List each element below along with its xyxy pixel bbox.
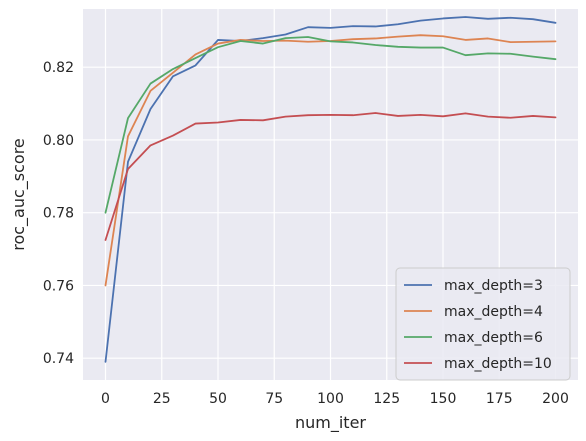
legend-frame bbox=[395, 267, 571, 381]
x-tick-label: 0 bbox=[101, 391, 110, 407]
x-tick-label: 25 bbox=[153, 391, 171, 407]
series-line-3 bbox=[104, 36, 557, 214]
y-tick-label: 0.76 bbox=[43, 278, 74, 294]
legend-entry: max_depth=3 bbox=[444, 278, 543, 294]
x-tick-label: 50 bbox=[209, 391, 227, 407]
y-axis-ticks: 0.74 0.76 0.78 0.80 0.82 bbox=[43, 60, 74, 367]
y-tick-label: 0.82 bbox=[43, 60, 74, 76]
x-tick-label: 150 bbox=[430, 391, 457, 407]
x-axis-label: num_iter bbox=[295, 413, 366, 433]
legend: max_depth=3 max_depth=4 max_depth=6 max_dep… bbox=[395, 267, 571, 381]
y-tick-label: 0.80 bbox=[43, 133, 74, 149]
x-tick-label: 175 bbox=[486, 391, 513, 407]
y-tick-label: 0.78 bbox=[43, 206, 74, 222]
legend-entry: max_depth=4 bbox=[444, 304, 543, 320]
series-lines bbox=[104, 16, 557, 363]
x-tick-label: 75 bbox=[265, 391, 283, 407]
legend-entry: max_depth=10 bbox=[444, 356, 552, 372]
series-line-1 bbox=[104, 16, 557, 363]
y-axis-label: roc_auc_score bbox=[9, 138, 29, 251]
series-line-4 bbox=[104, 112, 557, 241]
x-axis-ticks: 0 25 50 75 100 125 150 175 200 bbox=[101, 391, 569, 407]
y-tick-label: 0.74 bbox=[43, 351, 74, 367]
x-tick-label: 125 bbox=[373, 391, 400, 407]
x-tick-label: 100 bbox=[317, 391, 344, 407]
x-tick-label: 200 bbox=[542, 391, 569, 407]
legend-entry: max_depth=6 bbox=[444, 330, 543, 346]
